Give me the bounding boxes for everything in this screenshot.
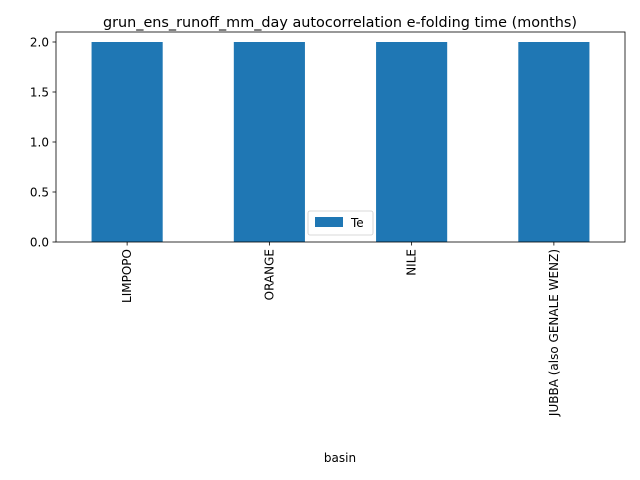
bar-0 [91, 42, 163, 242]
y-tick-label-0: 0.0 [30, 235, 49, 249]
bar-3 [518, 42, 590, 242]
legend-label: Te [350, 216, 364, 230]
y-tick-label-4: 2.0 [30, 35, 49, 49]
chart-title: grun_ens_runoff_mm_day autocorrelation e… [103, 15, 577, 31]
y-tick-label-2: 1.0 [30, 135, 49, 149]
plot-frame [55, 31, 626, 243]
bars-group [91, 42, 590, 242]
bar-1 [233, 42, 305, 242]
y-tick-label-1: 0.5 [30, 185, 49, 199]
x-tick-label-1: ORANGE [262, 249, 276, 300]
legend-swatch [315, 217, 343, 227]
x-tick-label-0: LIMPOPO [120, 249, 134, 303]
bar-2 [376, 42, 448, 242]
x-axis: LIMPOPO ORANGE NILE JUBBA (also GENALE WENZ… [120, 242, 561, 417]
x-axis-label: basin [324, 451, 356, 465]
x-tick-label-3: JUBBA (also GENALE WENZ) [547, 249, 561, 417]
legend: Te [307, 210, 374, 236]
y-axis: 0.0 0.5 1.0 1.5 2.0 [30, 35, 56, 249]
x-tick-label-2: NILE [405, 249, 419, 276]
y-tick-label-3: 1.5 [30, 85, 49, 99]
